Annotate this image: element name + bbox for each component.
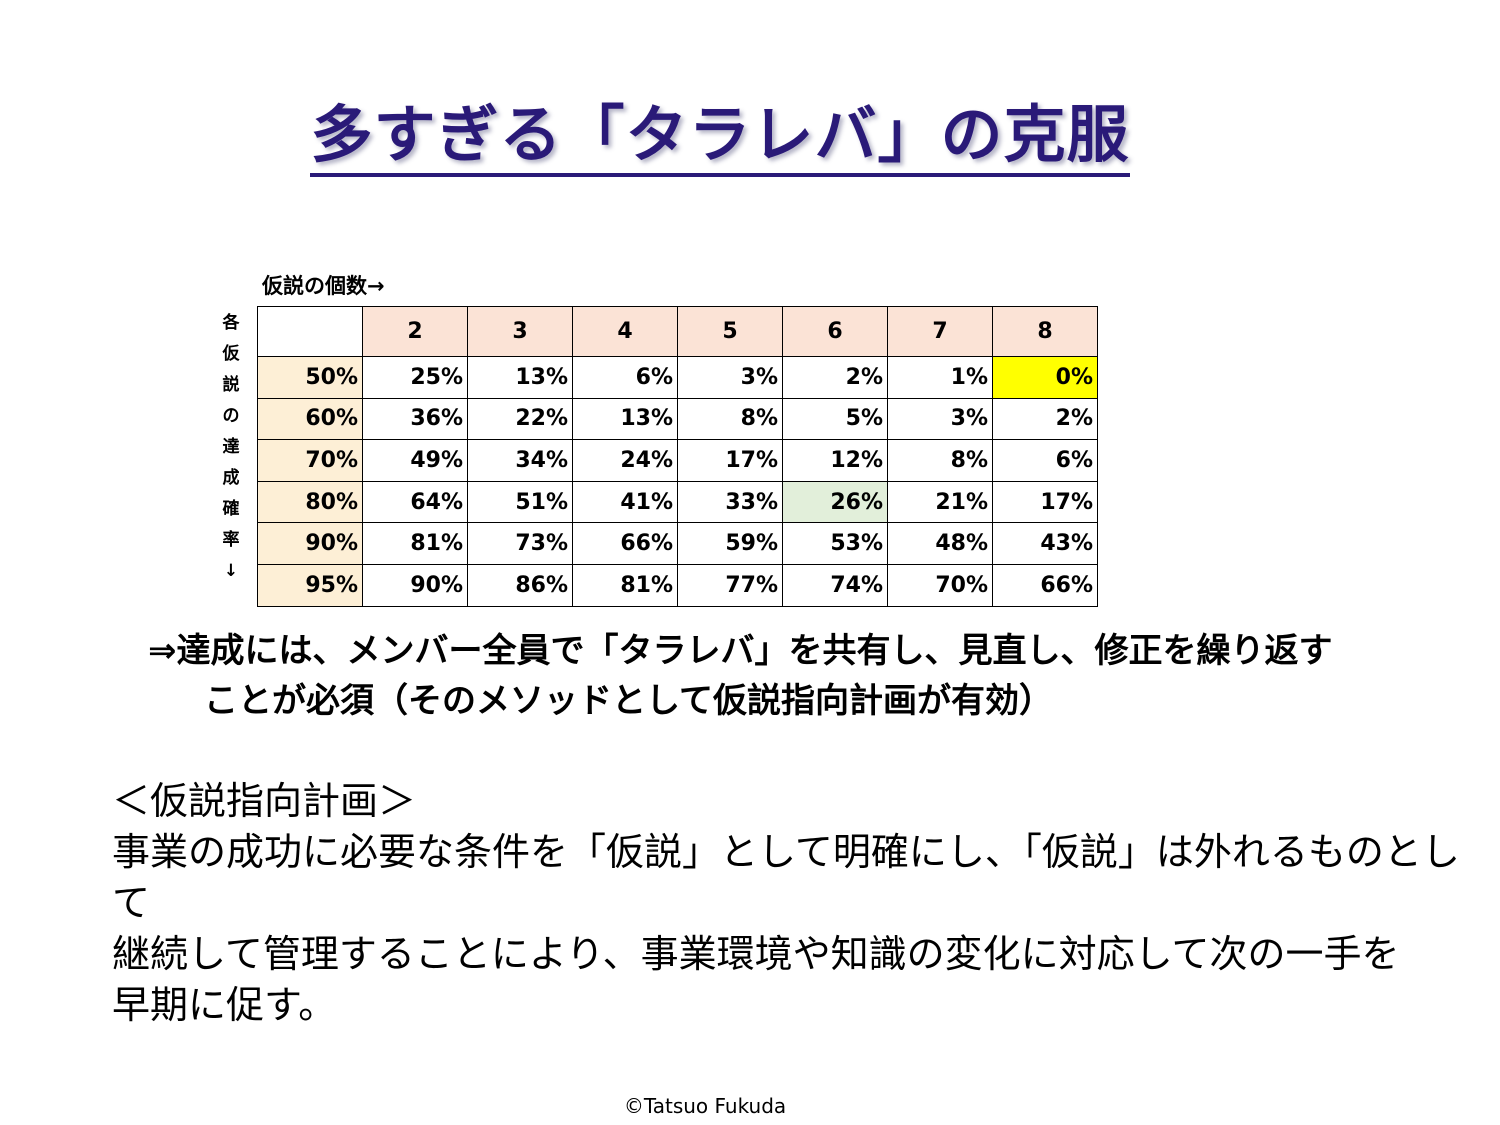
column-header: 7 [887, 306, 993, 357]
table-cell: 13% [572, 397, 678, 441]
column-header: 3 [467, 306, 573, 357]
table-cell: 12% [782, 439, 888, 482]
table-cell: 77% [677, 563, 783, 607]
table-cell: 22% [467, 397, 573, 441]
plan-line: 継続して管理することにより、事業環境や知識の変化に対応して次の一手を [112, 932, 1400, 976]
table-cell: 51% [467, 480, 573, 524]
conclusion-line: ⇒達成には、メンバー全員で「タラレバ」を共有し、見直し、修正を繰り返す [148, 631, 1333, 671]
row-caption-char: 説 [222, 375, 240, 395]
row-header: 60% [257, 397, 363, 441]
table-cell: 17% [992, 480, 1098, 524]
table-row: 80% 64% 51% 41% 33% 26% 21% 17% [257, 480, 1098, 524]
table-cell: 3% [887, 397, 993, 441]
plan-section: ＜仮説指向計画＞ 事業の成功に必要な条件を「仮説」として明確にし、「仮説」は外れ… [112, 776, 1492, 1031]
row-header: 90% [257, 522, 363, 565]
table-cell: 17% [677, 439, 783, 482]
table-cell: 21% [887, 480, 993, 524]
table-row: 70% 49% 34% 24% 17% 12% 8% 6% [257, 439, 1098, 482]
table-cell: 6% [572, 356, 678, 399]
column-header: 4 [572, 306, 678, 357]
copyright-notice: ©Tatsuo Fukuda [623, 1094, 787, 1118]
table-cell: 81% [572, 563, 678, 607]
table-cell: 73% [467, 522, 573, 565]
row-caption-char: 仮 [222, 344, 240, 364]
table-cell: 34% [467, 439, 573, 482]
column-header: 6 [782, 306, 888, 357]
table-cell: 66% [992, 563, 1098, 607]
row-caption-char: 成 [222, 468, 240, 488]
column-header: 8 [992, 306, 1098, 357]
column-header: 5 [677, 306, 783, 357]
column-header: 2 [362, 306, 468, 357]
table-cell: 53% [782, 522, 888, 565]
plan-line: 早期に促す。 [112, 983, 337, 1027]
page-title: 多すぎる「タラレバ」の克服 [0, 84, 1440, 177]
table-cell: 6% [992, 439, 1098, 482]
row-header: 70% [257, 439, 363, 482]
row-caption-char: ↓ [223, 561, 239, 581]
conclusion-line: ことが必須（そのメソッドとして仮説指向計画が有効） [204, 681, 1053, 721]
highlighted-cell: 26% [782, 480, 888, 524]
row-caption-char: 確 [222, 499, 240, 519]
table-cell: 64% [362, 480, 468, 524]
plan-line: 事業の成功に必要な条件を「仮説」として明確にし、「仮説」は外れるものとして [112, 830, 1460, 925]
table-cell: 3% [677, 356, 783, 399]
table-cell: 66% [572, 522, 678, 565]
table-cell: 13% [467, 356, 573, 399]
table-header-row: 2 3 4 5 6 7 8 [257, 306, 1098, 357]
table-cell: 81% [362, 522, 468, 565]
table-cell: 8% [887, 439, 993, 482]
column-caption: 仮説の個数→ [262, 274, 385, 298]
table-row: 50% 25% 13% 6% 3% 2% 1% 0% [257, 356, 1098, 399]
table-corner-cell [257, 306, 363, 357]
highlighted-cell: 0% [992, 356, 1098, 399]
table-cell: 86% [467, 563, 573, 607]
table-cell: 70% [887, 563, 993, 607]
row-caption-char: の [222, 406, 240, 426]
table-cell: 24% [572, 439, 678, 482]
table-cell: 2% [782, 356, 888, 399]
table-cell: 5% [782, 397, 888, 441]
row-header: 95% [257, 563, 363, 607]
table-cell: 41% [572, 480, 678, 524]
table-row: 90% 81% 73% 66% 59% 53% 48% 43% [257, 522, 1098, 565]
row-caption: 各 仮 説 の 達 成 確 率 ↓ [218, 308, 244, 587]
page-title-text: 多すぎる「タラレバ」の克服 [310, 98, 1130, 177]
table-cell: 1% [887, 356, 993, 399]
row-header: 80% [257, 480, 363, 524]
row-caption-char: 率 [222, 530, 240, 550]
plan-heading: ＜仮説指向計画＞ [112, 779, 417, 823]
table-cell: 74% [782, 563, 888, 607]
table-cell: 33% [677, 480, 783, 524]
table-row: 60% 36% 22% 13% 8% 5% 3% 2% [257, 397, 1098, 441]
table-row: 95% 90% 86% 81% 77% 74% 70% 66% [257, 563, 1098, 607]
table-cell: 8% [677, 397, 783, 441]
table-cell: 59% [677, 522, 783, 565]
row-caption-char: 各 [222, 313, 240, 333]
table-cell: 48% [887, 522, 993, 565]
table-cell: 90% [362, 563, 468, 607]
row-header: 50% [257, 356, 363, 399]
conclusion-text: ⇒達成には、メンバー全員で「タラレバ」を共有し、見直し、修正を繰り返す ことが必… [148, 626, 1468, 726]
table-cell: 25% [362, 356, 468, 399]
table-cell: 36% [362, 397, 468, 441]
table-cell: 43% [992, 522, 1098, 565]
row-caption-char: 達 [222, 437, 240, 457]
table-cell: 2% [992, 397, 1098, 441]
table-cell: 49% [362, 439, 468, 482]
probability-table: 2 3 4 5 6 7 8 50% 25% 13% 6% 3% 2% 1% 0%… [257, 306, 1098, 607]
